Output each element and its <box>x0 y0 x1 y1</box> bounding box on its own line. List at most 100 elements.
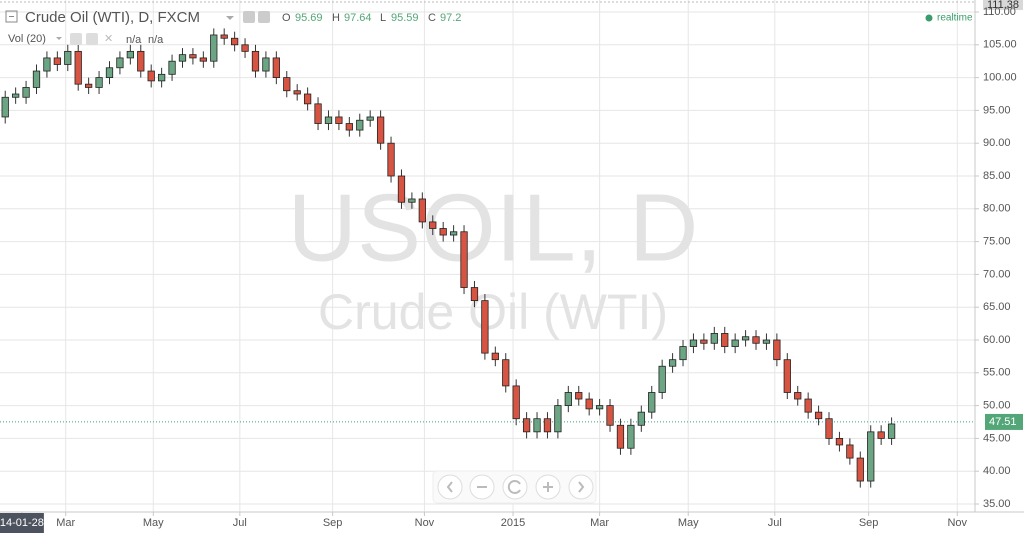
chart-title[interactable]: Crude Oil (WTI), D, FXCM <box>25 9 200 26</box>
candle-body <box>147 70 155 82</box>
candle-body <box>64 50 72 65</box>
volume-visibility[interactable] <box>70 33 82 45</box>
grid <box>0 0 975 512</box>
candle-body <box>804 398 812 413</box>
candle-body <box>408 198 416 203</box>
candle-body <box>366 116 374 121</box>
close-value: 97.2 <box>440 12 461 24</box>
candle-body <box>303 93 312 105</box>
y-tick-label: 85.00 <box>983 170 1011 182</box>
candle-body <box>522 418 531 433</box>
candle-body <box>502 359 510 387</box>
volume-settings[interactable] <box>86 33 98 45</box>
collapse-icon[interactable] <box>5 10 18 23</box>
format-button[interactable] <box>258 11 270 23</box>
candle-body <box>585 398 593 410</box>
candle-body <box>887 423 896 439</box>
candle-body <box>668 359 677 367</box>
high-label: H <box>332 12 340 24</box>
y-tick-label: 100.00 <box>983 72 1017 84</box>
y-tick-label: 90.00 <box>983 137 1011 149</box>
reset[interactable] <box>502 474 528 500</box>
candle-body <box>512 385 520 420</box>
candle-body <box>1 96 9 118</box>
candle-body <box>564 392 572 406</box>
watermark-symbol: USOIL, D <box>288 174 699 281</box>
candle-body <box>12 93 20 98</box>
candles <box>1 28 896 488</box>
candle-body <box>105 67 114 79</box>
candle-body <box>335 116 343 124</box>
low-label: L <box>380 12 386 24</box>
x-tick-label: Mar <box>56 517 75 529</box>
x-tick-label: Sep <box>859 517 879 529</box>
candle-body <box>418 198 426 223</box>
dropdown-arrow[interactable] <box>226 16 234 20</box>
candle-body <box>741 336 750 341</box>
candle-body <box>783 359 791 393</box>
candle-body <box>689 339 698 347</box>
candle-body <box>32 70 41 88</box>
y-tick-label: 40.00 <box>983 465 1011 477</box>
candle-body <box>53 57 61 65</box>
candle-body <box>95 77 103 88</box>
candle-body <box>387 142 395 177</box>
candle-body <box>241 44 249 52</box>
last-price-label: 47.51 <box>989 416 1017 428</box>
candle-body <box>189 54 197 59</box>
candle-body <box>345 123 353 131</box>
scroll-right[interactable] <box>568 474 594 500</box>
candle-body <box>324 116 333 124</box>
candle-body <box>627 424 635 449</box>
x-tick-label: May <box>143 517 164 529</box>
volume-remove[interactable]: ✕ <box>104 33 113 45</box>
x-tick-label: Mar <box>590 517 609 529</box>
candle-body <box>116 57 124 69</box>
candle-body <box>449 231 458 236</box>
nav-icons <box>446 481 585 493</box>
overlay: 47.51 111.38 <box>0 0 1023 430</box>
candle-body <box>533 418 541 433</box>
x-tick-label: Nov <box>947 517 967 529</box>
x-tick-label: Jul <box>768 517 782 529</box>
candle-body <box>762 339 771 344</box>
candle-body <box>637 411 645 426</box>
candle-body <box>814 411 823 420</box>
candle-body <box>846 444 854 459</box>
scroll-left[interactable] <box>437 474 463 500</box>
top-price-tag <box>983 0 1023 10</box>
candle-body <box>85 83 93 88</box>
settings-button[interactable] <box>243 11 255 23</box>
candle-body <box>710 333 718 344</box>
candle-body <box>283 77 291 92</box>
volume-name[interactable]: Vol (20) <box>8 33 46 45</box>
y-tick-label: 95.00 <box>983 104 1011 116</box>
candle-body <box>439 228 447 236</box>
y-tick-label: 35.00 <box>983 498 1011 510</box>
candle-body <box>877 431 885 439</box>
x-tick-label: Jul <box>233 517 247 529</box>
x-tick-label: 14-01-28 <box>0 517 44 529</box>
y-tick-label: 80.00 <box>983 203 1011 215</box>
candle-body <box>314 103 322 124</box>
x-tick-label: Nov <box>415 517 435 529</box>
realtime-dot <box>925 14 933 22</box>
volume-value: n/a <box>126 34 142 46</box>
reset-icon <box>507 480 521 494</box>
candle-body <box>721 333 729 347</box>
y-tick-label: 45.00 <box>983 432 1011 444</box>
candle-body <box>293 90 301 95</box>
top-price-label: 111.38 <box>987 0 1019 11</box>
candle-body <box>867 431 875 482</box>
candle-body <box>429 221 437 229</box>
volume-dropdown[interactable] <box>56 37 62 40</box>
candle-body <box>178 54 187 62</box>
candle-body <box>856 457 864 482</box>
candle-body <box>460 231 468 288</box>
candle-body <box>157 73 166 82</box>
low-value: 95.59 <box>391 12 419 24</box>
y-tick-label: 110.00 <box>983 6 1016 18</box>
candle-body <box>835 437 844 446</box>
